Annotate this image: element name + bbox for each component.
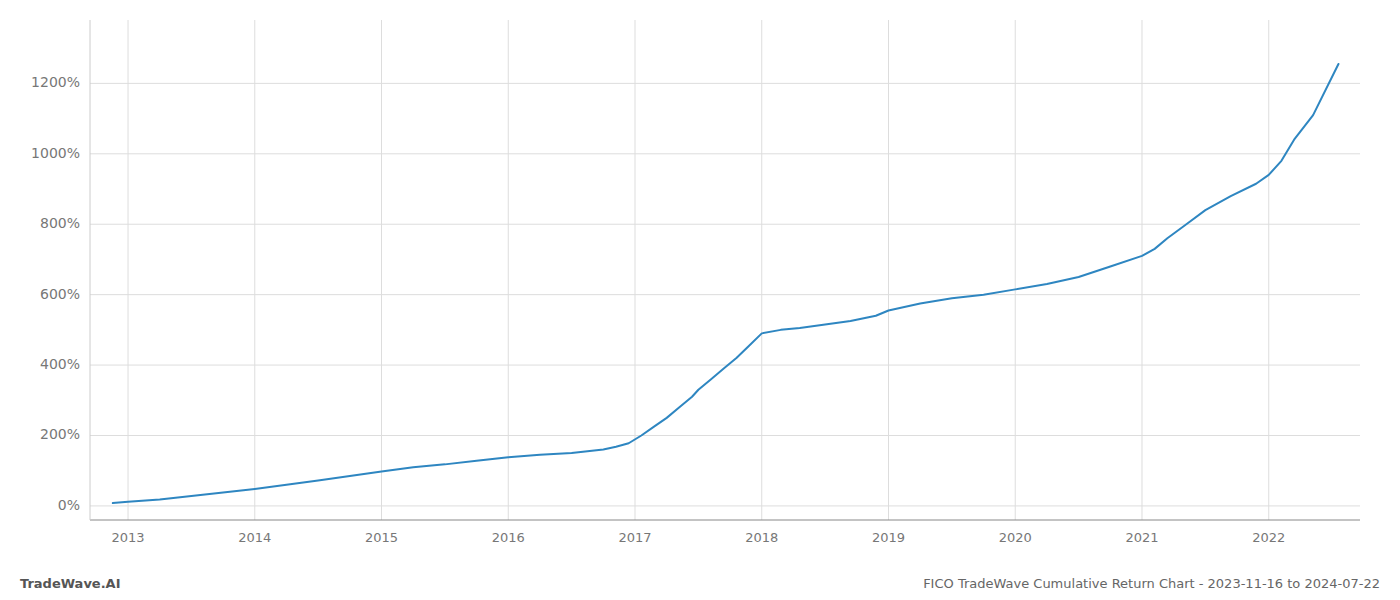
x-tick-label: 2013 (111, 530, 144, 545)
x-grid-line (381, 20, 382, 520)
chart-svg: 0% 200% 400% 600% 800% 1000% 1200% 2013 2014 2015… (0, 0, 1400, 600)
y-tick-label: 800% (40, 215, 80, 231)
x-tick-label: 2020 (999, 530, 1032, 545)
y-tick-label: 600% (40, 286, 80, 302)
x-tick-label: 2018 (745, 530, 778, 545)
texts: TradeWave.AI FICO TradeWave Cumulative Re… (20, 576, 1380, 591)
data-line (113, 64, 1339, 503)
x-grid-line (888, 20, 889, 520)
x-grid-line (1268, 20, 1269, 520)
x-tick-label: 2016 (492, 530, 525, 545)
y-tick-label: 0% (58, 497, 80, 513)
x-tick-label: 2021 (1125, 530, 1158, 545)
x-tick-label: 2022 (1252, 530, 1285, 545)
y-grid-line (90, 365, 1360, 366)
y-grid-line (90, 83, 1360, 84)
x-grid-line (128, 20, 129, 520)
grid (90, 20, 1360, 520)
plot-area (113, 64, 1339, 503)
y-tick-label: 400% (40, 356, 80, 372)
chart-title: FICO TradeWave Cumulative Return Chart -… (923, 576, 1380, 591)
y-tick-label: 200% (40, 426, 80, 442)
y-tick-label: 1000% (31, 145, 80, 161)
x-grid-line (1015, 20, 1016, 520)
x-grid-line (635, 20, 636, 520)
y-axis-line (90, 20, 91, 520)
x-grid-line (254, 20, 255, 520)
x-tick-label: 2014 (238, 530, 271, 545)
y-grid-line (90, 224, 1360, 225)
x-grid-line (508, 20, 509, 520)
x-tick-label: 2019 (872, 530, 905, 545)
y-grid-line (90, 294, 1360, 295)
brand-text: TradeWave.AI (20, 576, 121, 591)
chart-container: 0% 200% 400% 600% 800% 1000% 1200% 2013 2014 2015… (0, 0, 1400, 600)
x-grid-line (761, 20, 762, 520)
y-grid-line (90, 505, 1360, 506)
x-tick-label: 2015 (365, 530, 398, 545)
axes: 0% 200% 400% 600% 800% 1000% 1200% 2013 2014 2015… (31, 20, 1360, 545)
x-grid-line (1141, 20, 1142, 520)
y-grid-line (90, 153, 1360, 154)
y-grid-line (90, 435, 1360, 436)
x-axis-line (90, 520, 1360, 521)
x-tick-label: 2017 (618, 530, 651, 545)
y-tick-label: 1200% (31, 74, 80, 90)
